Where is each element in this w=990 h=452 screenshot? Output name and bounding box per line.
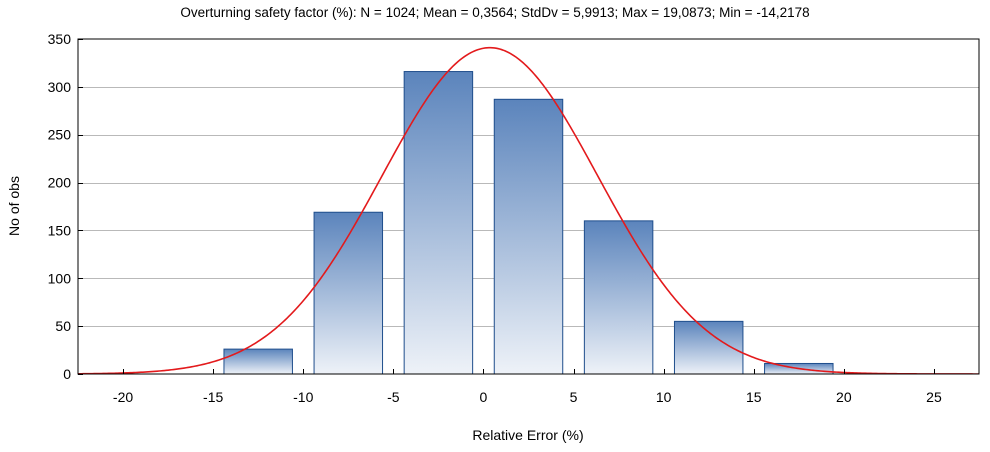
plot-frame [77, 38, 980, 375]
x-tick-labels: -20 -15 -10 -5 0 5 10 15 20 25 [113, 389, 942, 405]
x-tick-label: -5 [387, 389, 400, 405]
chart-title: Overturning safety factor (%): N = 1024;… [180, 5, 809, 20]
normal-fit-layer [78, 46, 979, 374]
y-tick-label: 150 [48, 222, 72, 238]
x-axis-label: Relative Error (%) [472, 427, 583, 443]
histogram-bars [223, 71, 834, 375]
x-tick-label: -10 [293, 389, 313, 405]
y-tick-label: 200 [48, 175, 72, 191]
x-tick-label: 5 [570, 389, 578, 405]
axis-ticks [78, 39, 935, 375]
x-tick-label: 25 [926, 389, 942, 405]
histogram-bar [403, 71, 474, 375]
y-tick-label: 250 [48, 127, 72, 143]
histogram-bar [583, 220, 654, 375]
y-tick-labels: 0 50 100 150 200 250 300 350 [48, 31, 72, 382]
x-tick-label: -20 [113, 389, 133, 405]
histogram-bar [493, 98, 564, 375]
y-tick-label: 0 [63, 366, 71, 382]
y-tick-label: 300 [48, 79, 72, 95]
y-axis-label: No of obs [6, 176, 22, 236]
histogram-bar [673, 320, 744, 375]
x-tick-label: 10 [656, 389, 672, 405]
y-tick-label: 350 [48, 31, 72, 47]
y-tick-label: 50 [55, 318, 71, 334]
histogram-bar [223, 348, 293, 375]
x-tick-label: 0 [480, 389, 488, 405]
x-tick-label: 15 [746, 389, 762, 405]
y-tick-label: 100 [48, 270, 72, 286]
x-tick-label: 20 [836, 389, 852, 405]
normal-fit-curve [78, 46, 979, 374]
x-tick-label: -15 [203, 389, 223, 405]
